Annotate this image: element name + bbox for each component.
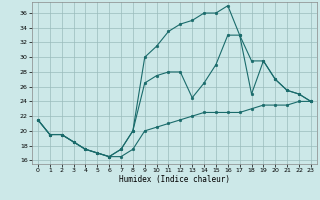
X-axis label: Humidex (Indice chaleur): Humidex (Indice chaleur) (119, 175, 230, 184)
